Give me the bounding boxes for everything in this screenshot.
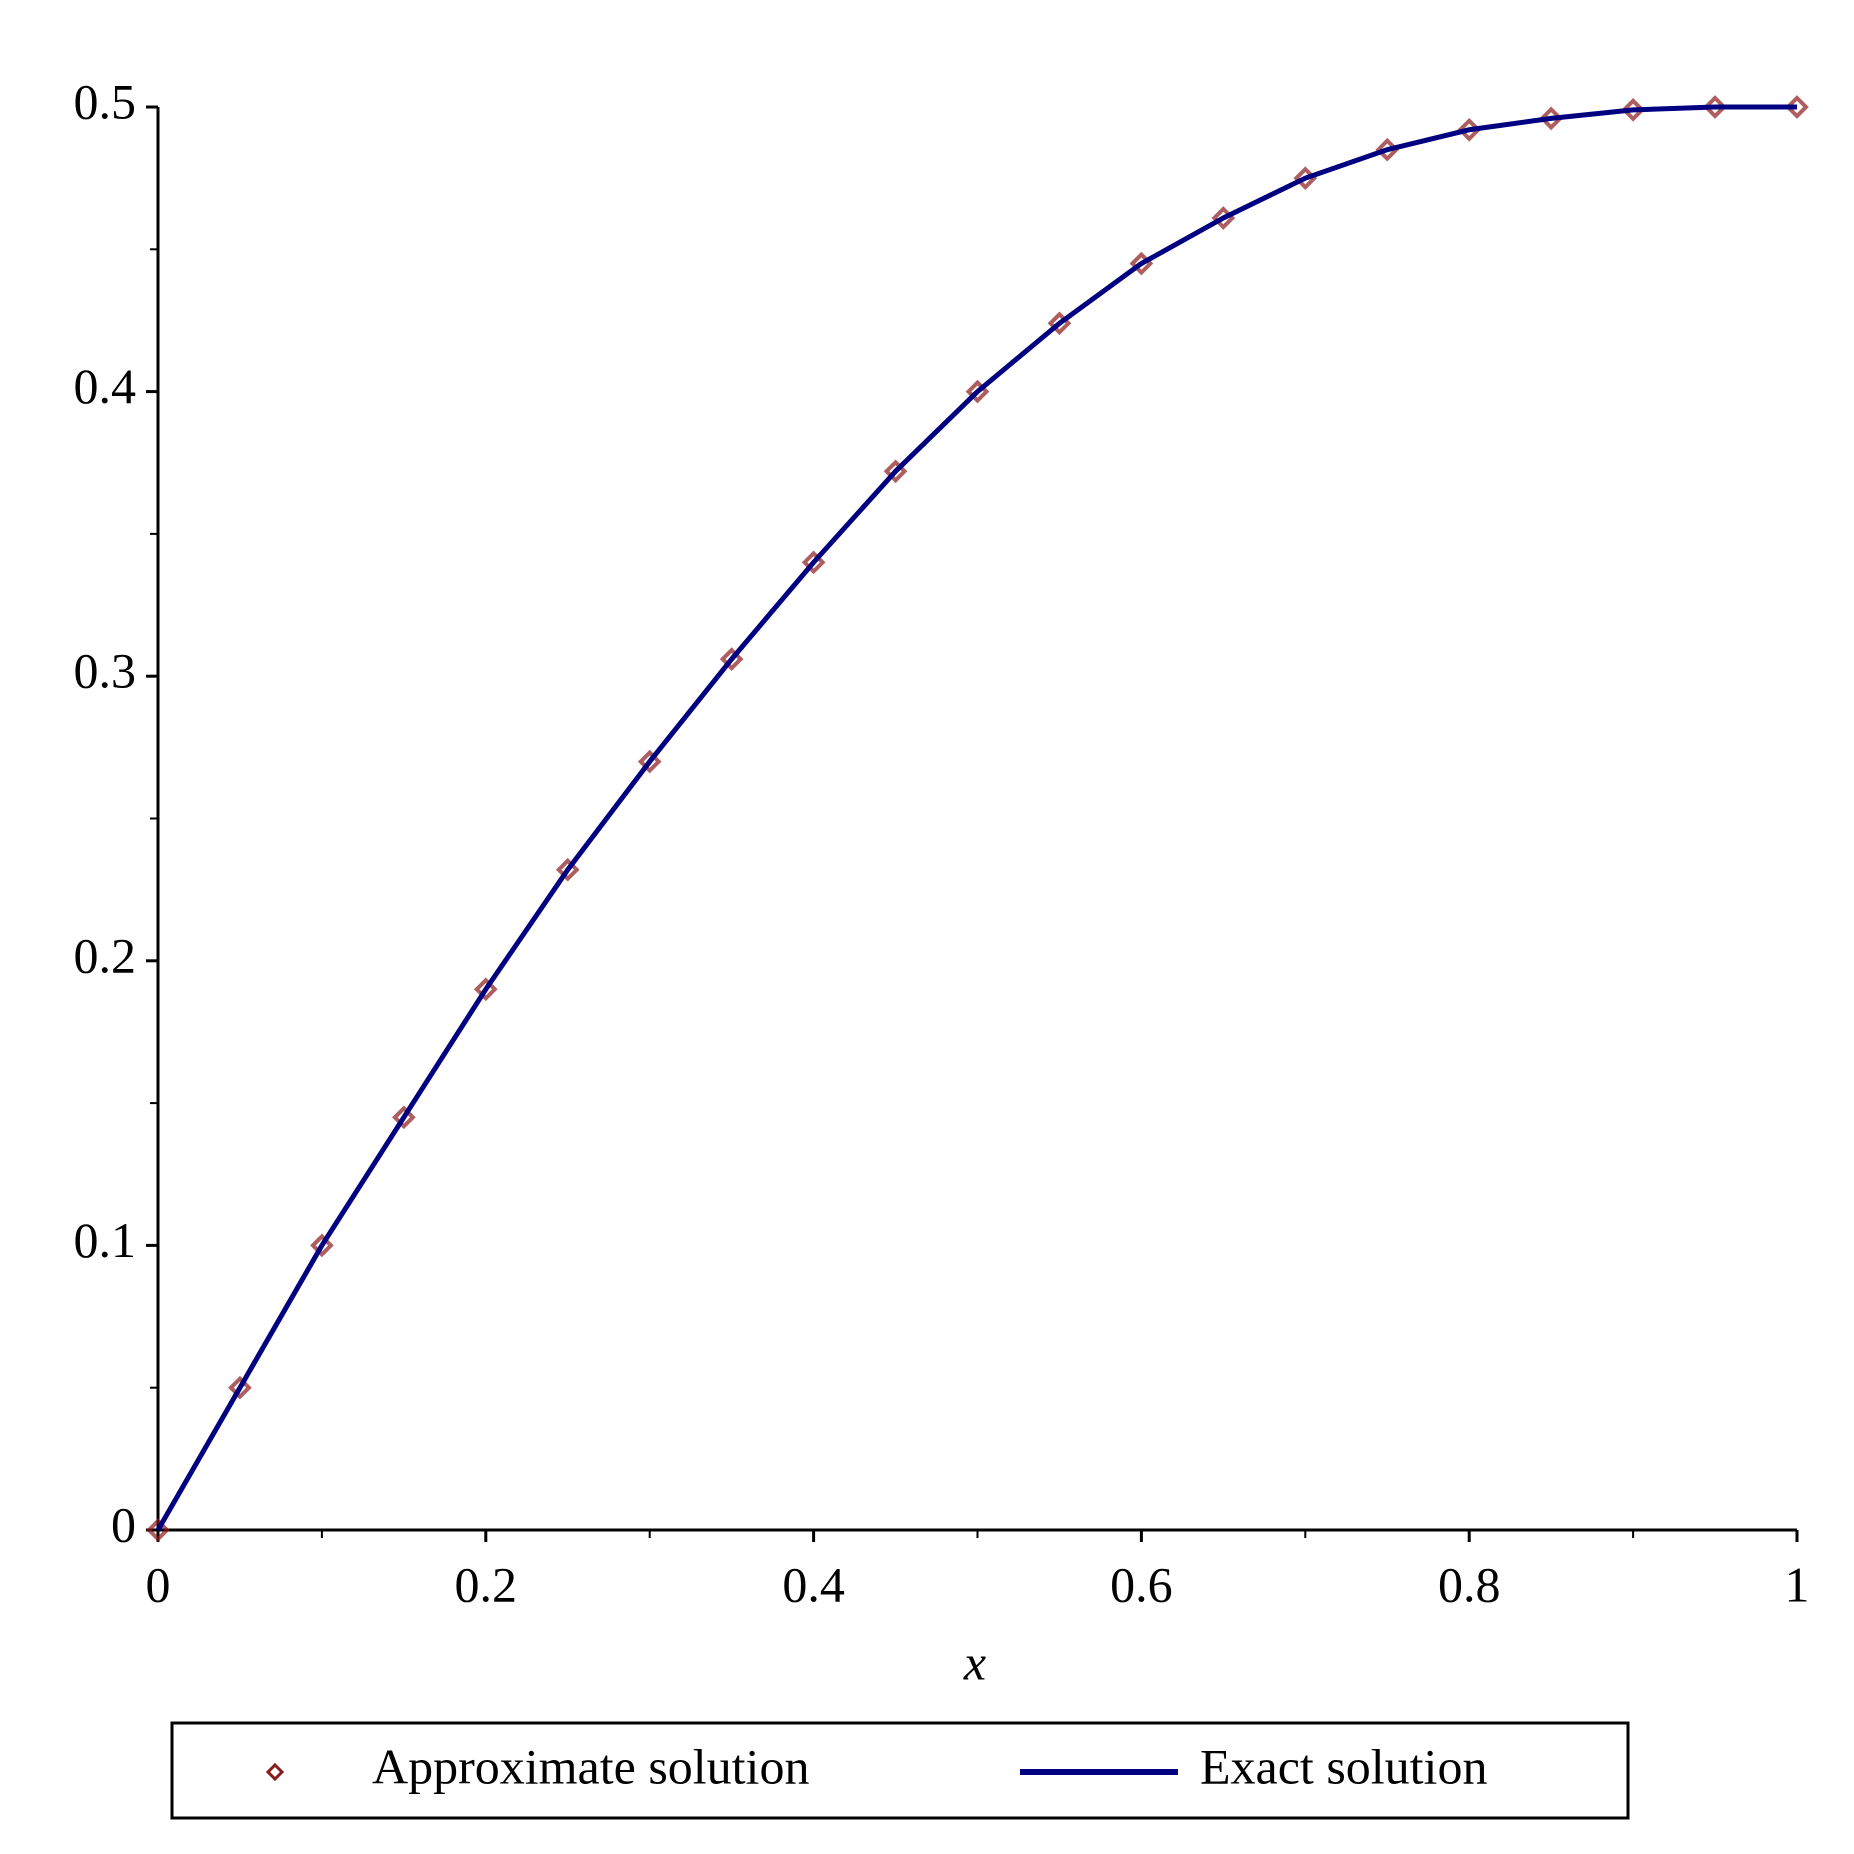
data-point <box>310 1233 334 1258</box>
x-tick-label: 1 <box>1785 1556 1810 1612</box>
legend-box <box>170 1721 1630 1820</box>
y-tick-label: 0.5 <box>74 73 137 129</box>
x-tick-label: 0.4 <box>782 1556 845 1612</box>
y-tick-label: 0.1 <box>74 1212 137 1268</box>
data-line <box>155 104 1797 1532</box>
data-point <box>228 1375 252 1400</box>
y-tick-label: 0.4 <box>74 358 137 414</box>
data-point <box>719 647 744 671</box>
data-point <box>1621 98 1645 122</box>
legend-label: Exact solution <box>1200 1738 1487 1794</box>
y-tick-label: 0.3 <box>74 643 137 699</box>
data-point <box>555 857 580 882</box>
data-point <box>1785 95 1809 119</box>
data-point <box>146 1518 170 1542</box>
x-tick-label: 0 <box>146 1556 171 1612</box>
x-tick-label: 0.2 <box>455 1556 518 1612</box>
data-point <box>473 977 498 1002</box>
data-point <box>637 749 662 774</box>
data-point <box>392 1105 416 1130</box>
y-tick-label: 0 <box>111 1496 136 1552</box>
x-axis-label: x <box>963 1634 986 1690</box>
x-tick-label: 0.8 <box>1438 1556 1501 1612</box>
legend-marker <box>265 1762 285 1782</box>
x-tick-label: 0.6 <box>1110 1556 1173 1612</box>
legend-label: Approximate solution <box>372 1738 809 1794</box>
data-point <box>1703 95 1727 119</box>
y-tick-label: 0.2 <box>74 927 137 983</box>
